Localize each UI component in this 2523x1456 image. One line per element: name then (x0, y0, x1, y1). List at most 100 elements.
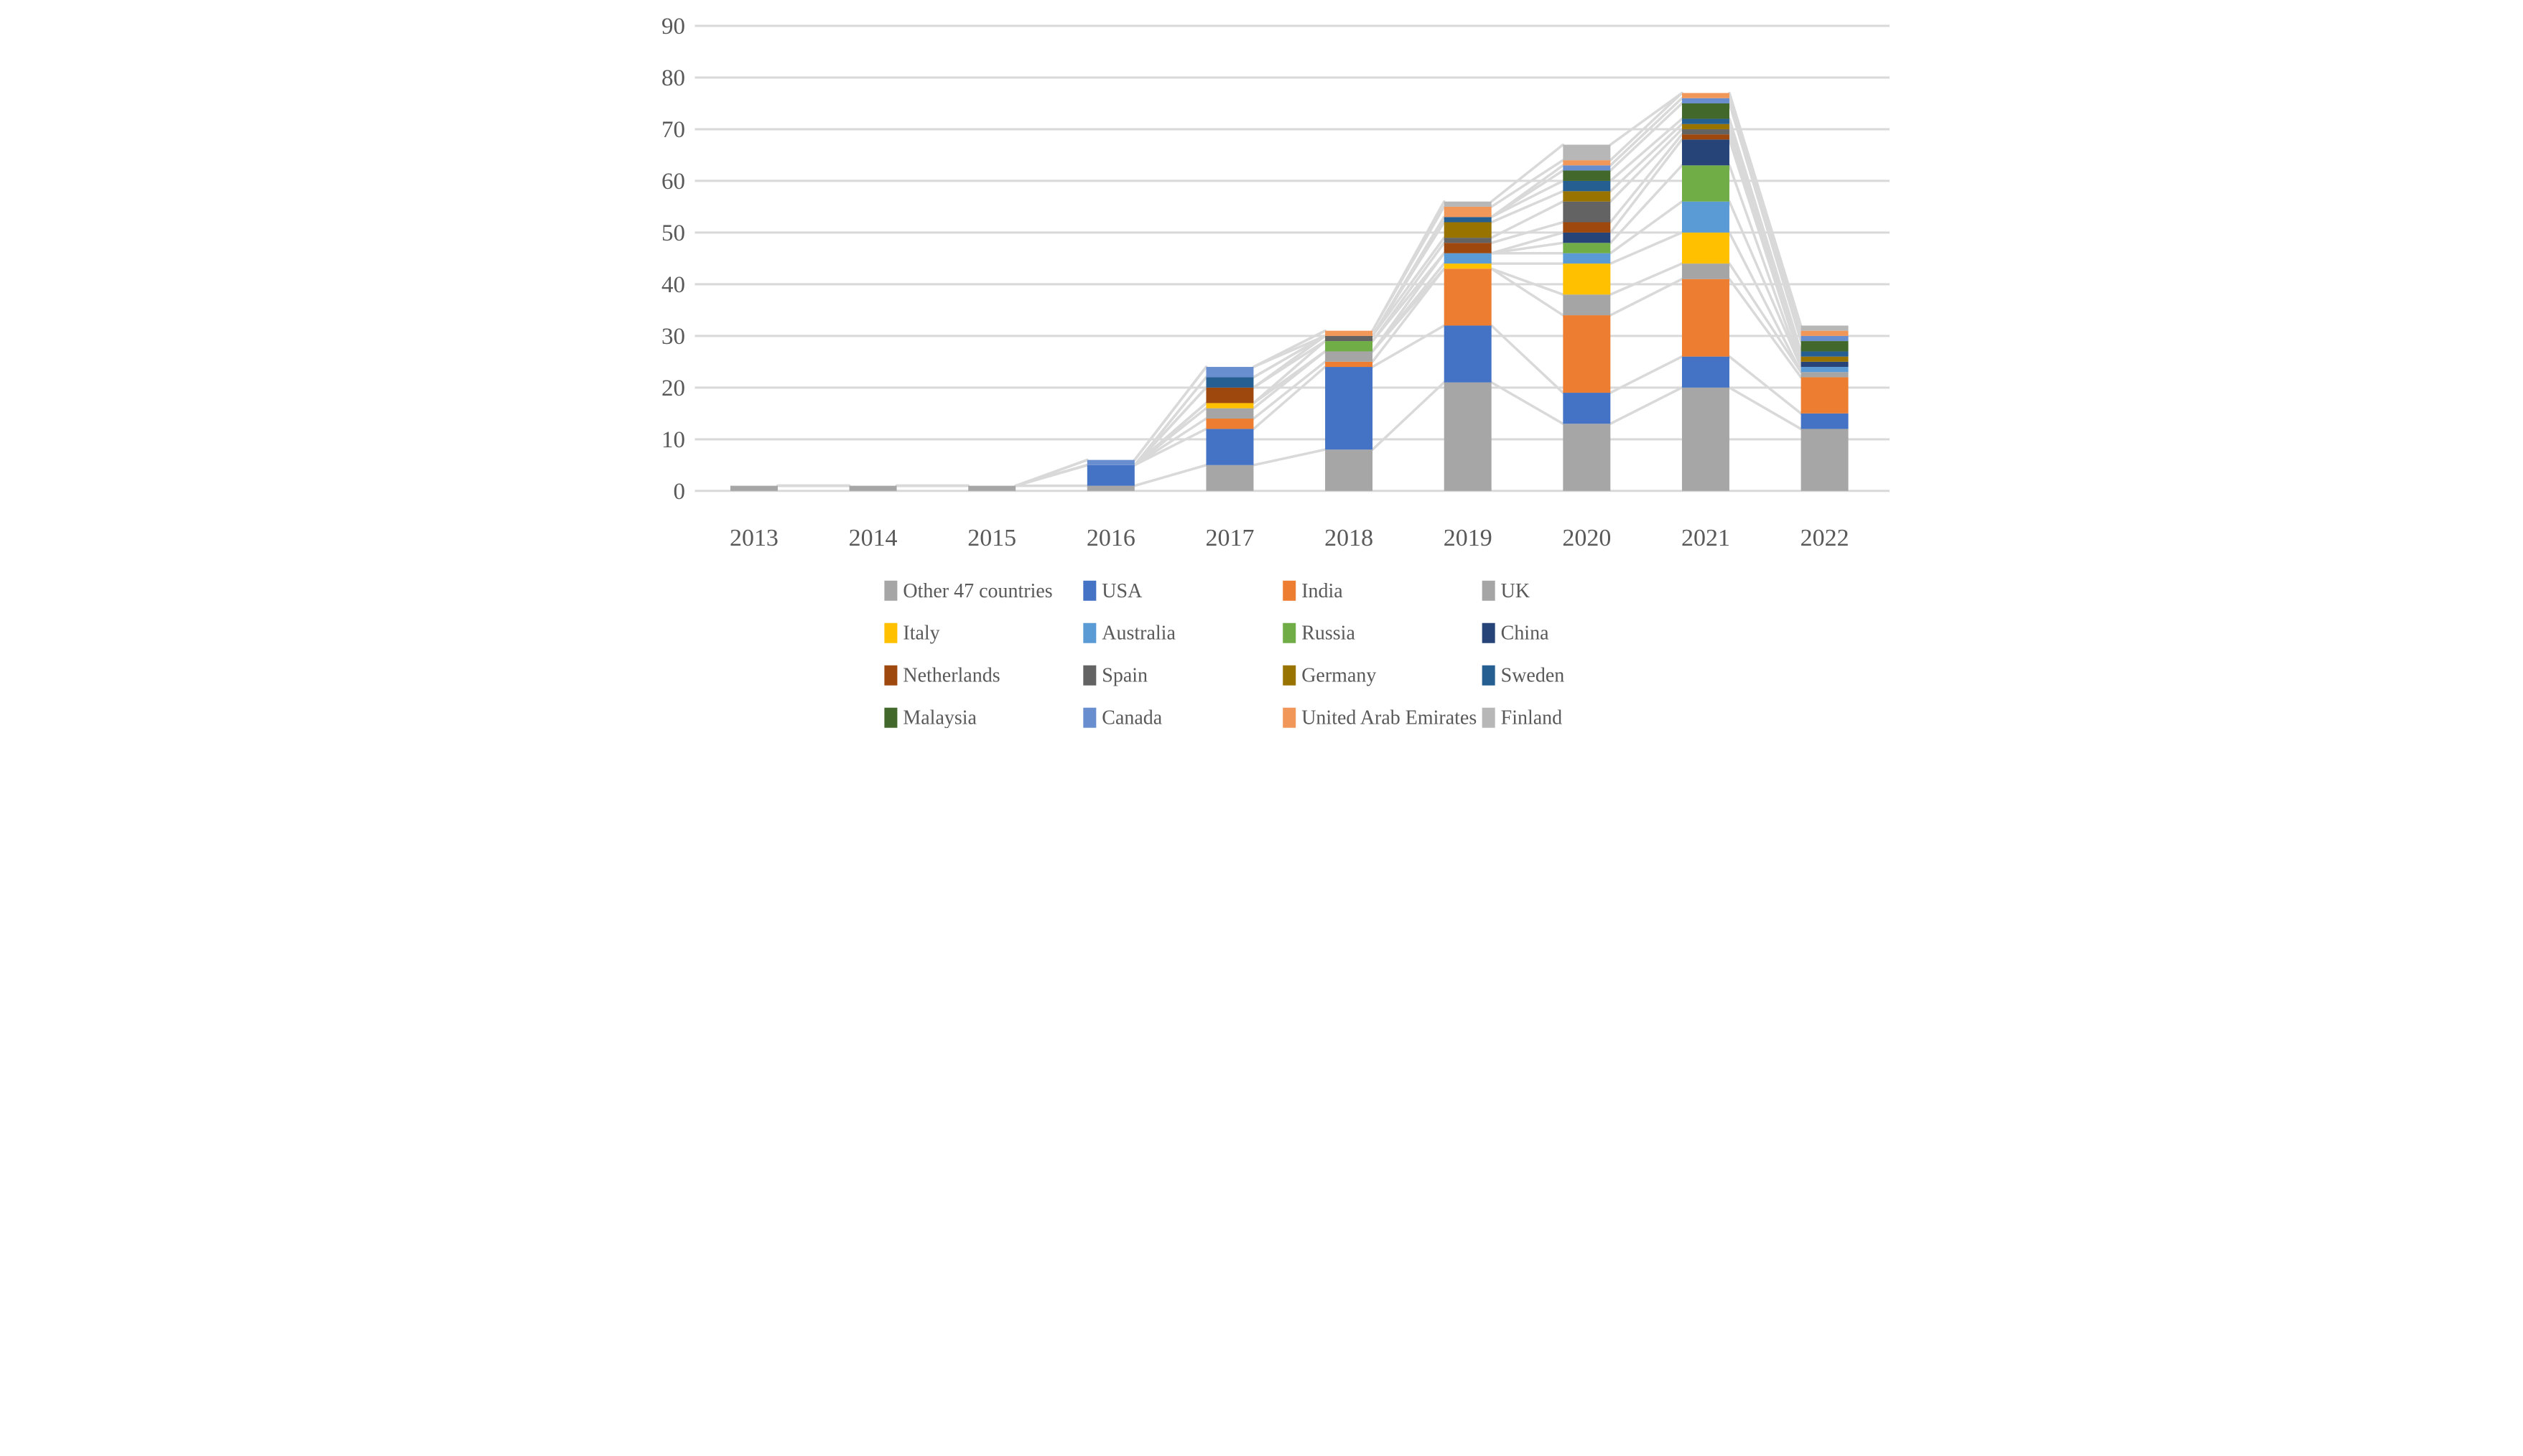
chart-page: 0 10 20 30 40 50 60 70 80 90 2013 2014 2015 2016 2017 2… (631, 0, 1892, 728)
bar-segment-india-2022 (1801, 377, 1849, 414)
legend-swatch-sweden (1482, 665, 1495, 686)
series-line-usa (1490, 324, 1564, 394)
bar-segment-india-2018 (1324, 361, 1372, 368)
legend-label-malaysia: Malaysia (903, 707, 977, 728)
series-line-india (1252, 360, 1326, 420)
legend-swatch-finland (1482, 707, 1495, 728)
legend-label-other-47-countries: Other 47 countries (903, 580, 1052, 602)
series-line-spain (1609, 128, 1683, 203)
series-line-spain (1490, 200, 1564, 239)
legend-label-australia: Australia (1102, 622, 1176, 645)
series-line-canada (1370, 215, 1445, 337)
series-line-spain (1370, 236, 1445, 337)
bar-segment-other-47-countries-2020 (1562, 424, 1610, 491)
bar-segment-canada-2016 (1087, 459, 1135, 465)
legend-swatch-netherlands (883, 665, 897, 686)
bar-segment-sweden-2021 (1681, 118, 1729, 124)
legend-swatch-malaysia (883, 707, 897, 728)
series-line-other-47-countries (1727, 386, 1802, 431)
series-line-germany (1727, 122, 1802, 358)
x-axis-label-2014: 2014 (848, 525, 897, 551)
x-axis-label-2019: 2019 (1443, 525, 1492, 551)
bar-segment-sweden-2020 (1562, 180, 1610, 192)
legend-label-russia: Russia (1301, 622, 1355, 645)
series-line-uk (1727, 262, 1802, 373)
bar-segment-malaysia-2022 (1801, 341, 1849, 352)
bar-segment-spain-2021 (1681, 129, 1729, 135)
y-axis-label-10: 10 (661, 427, 685, 453)
series-line-australia (1252, 350, 1326, 405)
bar-segment-finland-2020 (1562, 144, 1610, 161)
legend-swatch-germany (1282, 665, 1296, 686)
x-axis-label-2018: 2018 (1324, 525, 1373, 551)
series-line-finland (1013, 458, 1089, 487)
bar-segment-united-arab-emirates-2018 (1324, 330, 1372, 336)
bar-segment-other-47-countries-2022 (1801, 429, 1849, 491)
bar-segment-germany-2022 (1801, 356, 1849, 362)
series-line-usa (1609, 355, 1683, 394)
bar-segment-russia-2018 (1324, 341, 1372, 352)
bar-segment-usa-2017 (1205, 429, 1253, 465)
legend-swatch-china (1482, 622, 1495, 643)
bar-segment-italy-2019 (1444, 263, 1492, 269)
bar-segment-spain-2018 (1324, 335, 1372, 342)
bar-segment-uk-2021 (1681, 263, 1729, 279)
bar-segment-australia-2021 (1681, 201, 1729, 233)
legend-label-netherlands: Netherlands (903, 665, 1000, 687)
bar-segment-india-2021 (1681, 279, 1729, 357)
bar-segment-germany-2021 (1681, 123, 1729, 129)
legend-label-sweden: Sweden (1500, 665, 1564, 687)
bar-segment-spain-2020 (1562, 201, 1610, 223)
legend-swatch-italy (883, 622, 897, 643)
series-line-finland (1490, 143, 1564, 203)
bar-segment-germany-2020 (1562, 191, 1610, 202)
legend-label-china: China (1500, 622, 1548, 645)
bar-segment-netherlands-2017 (1205, 387, 1253, 403)
legend-label-canada: Canada (1102, 707, 1162, 728)
legend-swatch-uk (1482, 580, 1495, 601)
bar-segment-usa-2019 (1444, 325, 1492, 383)
bar-segment-italy-2020 (1562, 263, 1610, 295)
bar-segment-finland-2019 (1444, 201, 1492, 207)
series-line-usa (1727, 355, 1802, 415)
bar-segment-netherlands-2020 (1562, 222, 1610, 233)
series-line-malaysia (1727, 102, 1802, 342)
series-line-india (1490, 267, 1564, 317)
series-line-other-47-countries (1370, 381, 1445, 451)
x-axis-label-2021: 2021 (1681, 525, 1729, 551)
bar-segment-china-2022 (1801, 361, 1849, 368)
bar-segment-italy-2021 (1681, 232, 1729, 264)
legend-label-spain: Spain (1102, 665, 1148, 687)
series-line-sweden (1727, 117, 1802, 353)
series-line-russia (1490, 241, 1564, 255)
y-axis-label-90: 90 (661, 14, 685, 39)
bar-segment-canada-2021 (1681, 98, 1729, 103)
x-axis-label-2020: 2020 (1562, 525, 1611, 551)
series-line-other-47-countries (1490, 381, 1564, 425)
series-line-united-arab-emirates (1490, 159, 1564, 208)
bar-segment-usa-2022 (1801, 413, 1849, 429)
bar-segment-other-47-countries-2013 (730, 485, 778, 491)
x-axis-label-2022: 2022 (1800, 525, 1849, 551)
series-line-netherlands (1490, 220, 1564, 245)
bar-segment-usa-2020 (1562, 393, 1610, 424)
series-line-sweden (1609, 117, 1683, 182)
bar-segment-netherlands-2019 (1444, 243, 1492, 253)
bar-segment-china-2021 (1681, 139, 1729, 166)
series-line-uk (1609, 262, 1683, 297)
series-line-italy (1609, 231, 1683, 265)
bar-segment-other-47-countries-2021 (1681, 387, 1729, 491)
series-line-uk (1490, 267, 1564, 297)
series-line-finland (1609, 91, 1683, 146)
bar-segment-australia-2020 (1562, 253, 1610, 264)
series-line-germany (1609, 122, 1683, 193)
bar-segment-italy-2017 (1205, 403, 1253, 409)
bar-segment-australia-2022 (1801, 367, 1849, 373)
series-line-other-47-countries (1133, 464, 1207, 487)
series-line-china (1609, 138, 1683, 234)
series-line-usa (1370, 324, 1445, 368)
series-line-italy (1727, 231, 1802, 373)
bar-segment-sweden-2022 (1801, 351, 1849, 357)
bar-segment-other-47-countries-2019 (1444, 382, 1492, 491)
bar-segment-united-arab-emirates-2022 (1801, 330, 1849, 336)
